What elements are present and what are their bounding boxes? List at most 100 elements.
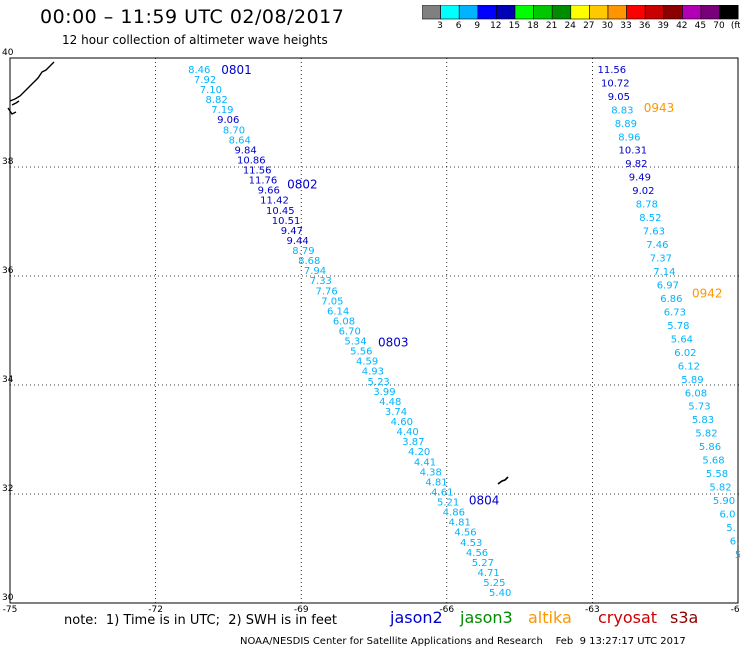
wave-height-value: 9.49	[629, 173, 651, 184]
wave-height-value: 9.47	[281, 226, 303, 237]
wave-height-value: 5.82	[709, 483, 731, 494]
wave-height-value: 5.23	[368, 377, 390, 388]
wave-height-value: 4.93	[362, 367, 384, 378]
colorbar-label: 24	[564, 21, 576, 31]
lon-tick-label: -72	[148, 605, 163, 615]
wave-height-value: 7.14	[653, 267, 675, 278]
lon-tick-label: -66	[439, 605, 454, 615]
wave-height-value: 4.60	[391, 417, 413, 428]
wave-height-value: 6.70	[339, 327, 361, 338]
wave-height-value: 5.34	[344, 337, 366, 348]
wave-height-value: 11.56	[597, 65, 626, 76]
wave-height-value: 4.61	[431, 487, 453, 498]
colorbar-swatch	[719, 5, 739, 20]
pass-time-label: 0942	[692, 286, 723, 300]
wave-height-value: 11.56	[243, 166, 272, 177]
colorbar-label: 9	[474, 21, 481, 31]
lat-tick-label: 40	[2, 48, 14, 58]
wave-height-value: 10.51	[272, 216, 301, 227]
wave-height-value: 9.05	[608, 92, 630, 103]
wave-height-value: 6.08	[333, 316, 355, 327]
wave-height-value: 8.46	[188, 65, 210, 76]
wave-height-value: 8.89	[615, 119, 637, 130]
wave-height-value: 9.06	[217, 115, 239, 126]
wave-height-value: 4.40	[396, 427, 418, 438]
lon-tick-label: -63	[585, 605, 600, 615]
lat-tick-label: 38	[2, 157, 14, 167]
wave-height-value: 8.70	[223, 125, 245, 136]
wave-height-value: 5.25	[483, 578, 505, 589]
wave-height-value: 8.79	[292, 246, 314, 257]
colorbar-label: 27	[583, 21, 595, 31]
satellite-legend-item: jason2	[390, 608, 443, 627]
wave-height-value: 6.14	[327, 306, 349, 317]
wave-height-value: 4.48	[379, 397, 401, 408]
wave-height-value: 5.	[726, 523, 736, 534]
wave-height-value: 6.0	[720, 510, 736, 521]
colorbar-label: 18	[527, 21, 539, 31]
wave-height-value: 7.63	[643, 227, 665, 238]
wave-height-value: 4.41	[414, 457, 436, 468]
wave-height-value: 11.76	[249, 176, 278, 187]
wave-height-value: 8.82	[206, 95, 228, 106]
lat-tick-label: 30	[2, 593, 14, 603]
page-subtitle: 12 hour collection of altimeter wave hei…	[62, 33, 328, 47]
wave-height-value: 6.	[730, 536, 740, 547]
wave-height-value: 7.05	[321, 296, 343, 307]
wave-height-value: 8.78	[636, 200, 658, 211]
colorbar-label: 30	[601, 21, 614, 31]
wave-height-value: 4.56	[466, 548, 488, 559]
wave-height-value: 8.83	[611, 105, 633, 116]
wave-height-value: 4.81	[449, 518, 471, 529]
lat-tick-label: 32	[2, 484, 13, 494]
wave-height-value: 3.87	[402, 437, 424, 448]
wave-height-value: 6.97	[657, 280, 679, 291]
lon-tick-label: -69	[294, 605, 309, 615]
wave-height-value: 3.74	[385, 407, 407, 418]
colorbar-label: 36	[638, 21, 651, 31]
map-frame	[9, 57, 739, 604]
wave-height-value: 5.73	[688, 402, 710, 413]
lat-tick-label: 36	[2, 266, 14, 276]
page-title: 00:00 – 11:59 UTC 02/08/2017	[40, 6, 345, 28]
bermuda-island	[497, 476, 509, 485]
wave-height-value: 4.56	[454, 528, 476, 539]
wave-height-value: 8.64	[229, 135, 251, 146]
wave-height-value: 4.86	[443, 508, 465, 519]
colorbar-label: 15	[508, 21, 521, 31]
wave-height-value: 5.64	[671, 334, 693, 345]
colorbar-label: 70	[713, 21, 725, 31]
wave-height-value: 9.66	[258, 186, 280, 197]
lon-tick-label: -60	[731, 605, 740, 615]
lat-tick-label: 34	[2, 375, 14, 385]
wave-height-value: 7.46	[646, 240, 668, 251]
wave-height-value: 9.02	[632, 186, 654, 197]
wave-height-value: 10.72	[601, 78, 630, 89]
wave-height-value: 10.31	[619, 146, 648, 157]
colorbar-label: 42	[676, 21, 688, 31]
wave-height-value: 5.56	[350, 347, 372, 358]
wave-height-value: 9.82	[625, 159, 647, 170]
satellite-legend-item: jason3	[460, 608, 513, 627]
wave-height-value: 8.52	[639, 213, 661, 224]
wave-height-value: 10.86	[237, 155, 266, 166]
wave-height-value: 5.21	[437, 498, 459, 509]
wave-height-value: 5.83	[692, 415, 714, 426]
wave-height-value: 5.82	[695, 429, 717, 440]
wave-height-value: 4.38	[420, 467, 442, 478]
wave-height-value: 9.84	[234, 145, 256, 156]
coastline	[7, 61, 55, 115]
wave-height-value: 5.90	[713, 496, 735, 507]
satellite-legend-item: cryosat	[598, 608, 658, 627]
satellite-legend-item: s3a	[670, 608, 699, 627]
wave-height-value: 7.37	[650, 254, 672, 265]
pass-time-label: 0801	[221, 63, 252, 77]
wave-height-value: 5.68	[702, 456, 724, 467]
wave-height-value: 4.53	[460, 538, 482, 549]
colorbar-label: 3	[437, 21, 443, 31]
wave-height-value: 6.12	[678, 361, 700, 372]
wave-height-value: 7.76	[315, 286, 337, 297]
wave-height-value: 4.71	[477, 568, 499, 579]
wave-height-value: 5	[735, 550, 740, 561]
wave-height-value: 11.42	[260, 196, 289, 207]
